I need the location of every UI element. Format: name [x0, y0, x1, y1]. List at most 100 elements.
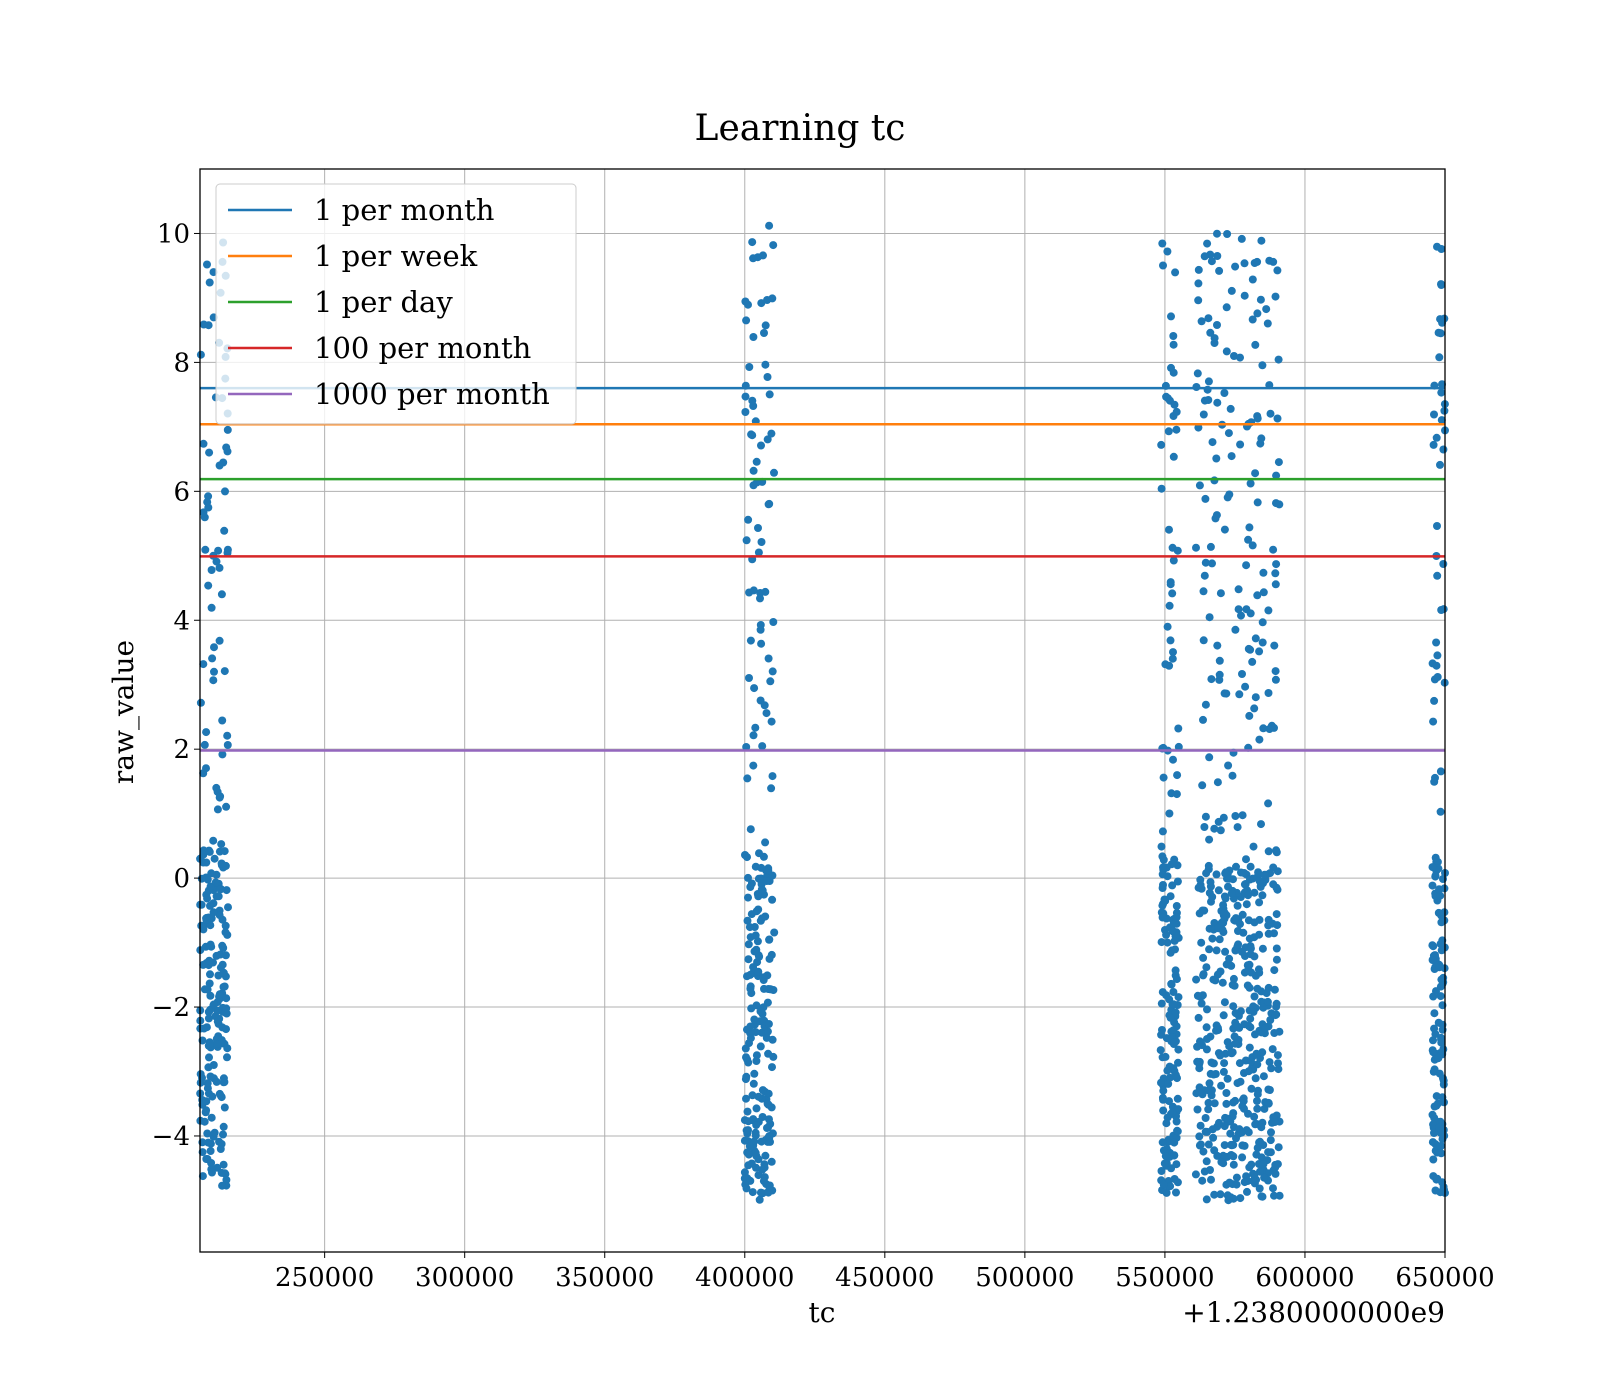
scatter-point [200, 1117, 209, 1126]
scatter-point [204, 1138, 213, 1147]
scatter-point [1237, 234, 1246, 243]
scatter-point [1432, 638, 1441, 647]
scatter-point [1226, 1129, 1235, 1138]
scatter-point [1224, 429, 1233, 438]
scatter-point [196, 350, 205, 359]
scatter-point [1226, 1048, 1235, 1057]
scatter-point [1228, 771, 1237, 780]
scatter-point [758, 1113, 767, 1121]
scatter-point [752, 457, 761, 466]
scatter-point [219, 1160, 228, 1169]
scatter-point [209, 908, 218, 917]
scatter-point [1256, 1137, 1264, 1146]
scatter-point [206, 1039, 215, 1048]
scatter-point [1157, 484, 1166, 493]
scatter-point [1173, 1094, 1182, 1103]
scatter-point [197, 921, 206, 930]
scatter-point [1221, 947, 1230, 956]
scatter-point [1271, 569, 1280, 578]
scatter-point [1238, 670, 1246, 678]
y-tick-label: 0 [173, 864, 190, 894]
legend-label: 1 per month [314, 193, 494, 227]
y-tick-label: 8 [173, 348, 190, 378]
scatter-point [1232, 1173, 1241, 1182]
scatter-point [1194, 296, 1203, 305]
scatter-point [1208, 559, 1216, 568]
scatter-point [217, 840, 226, 849]
scatter-point [1249, 842, 1258, 851]
scatter-point [214, 892, 223, 901]
scatter-point [1433, 522, 1441, 530]
scatter-point [1439, 1045, 1448, 1054]
scatter-point [1158, 913, 1167, 922]
scatter-point [1204, 314, 1213, 323]
scatter-point [207, 869, 216, 878]
scatter-point [746, 1034, 755, 1043]
scatter-point [760, 701, 769, 710]
scatter-point [1269, 257, 1278, 266]
scatter-point [1219, 1067, 1228, 1076]
scatter-point [749, 963, 758, 972]
scatter-point [1212, 511, 1221, 520]
scatter-point [1253, 1144, 1262, 1152]
scatter-point [1197, 938, 1206, 947]
scatter-point [1436, 940, 1445, 948]
scatter-point [1169, 556, 1178, 565]
scatter-point [1252, 1150, 1261, 1159]
scatter-point [1263, 319, 1272, 328]
scatter-point [1251, 693, 1260, 702]
scatter-point [1227, 452, 1236, 461]
scatter-point [1194, 279, 1203, 288]
scatter-point [1428, 1110, 1437, 1119]
scatter-point [212, 1077, 221, 1086]
scatter-point [1204, 377, 1213, 386]
scatter-point [1272, 955, 1281, 964]
scatter-point [1259, 1003, 1268, 1012]
scatter-point [1431, 871, 1440, 880]
scatter-point [1171, 1071, 1180, 1080]
scatter-point [1166, 1182, 1175, 1191]
scatter-point [740, 1136, 749, 1145]
scatter-point [759, 852, 768, 861]
scatter-point [1227, 961, 1236, 970]
scatter-point [1272, 846, 1281, 855]
scatter-point [1223, 1038, 1232, 1047]
scatter-point [1429, 1120, 1438, 1129]
scatter-point [1195, 1141, 1204, 1150]
scatter-point [1433, 1174, 1442, 1183]
scatter-point [744, 940, 753, 949]
scatter-point [1170, 1038, 1179, 1046]
scatter-point [1225, 874, 1234, 883]
scatter-point [217, 590, 226, 599]
scatter-point [744, 893, 752, 902]
scatter-point [220, 982, 229, 991]
chart-title: Learning tc [695, 108, 906, 149]
scatter-point [1428, 863, 1437, 872]
scatter-point [205, 956, 214, 965]
scatter-point [1271, 292, 1280, 301]
scatter-point [1266, 1016, 1275, 1024]
scatter-point [1200, 252, 1209, 261]
scatter-point [1199, 715, 1207, 724]
scatter-point [1269, 545, 1278, 554]
scatter-point [1208, 438, 1217, 447]
scatter-point [1202, 1045, 1211, 1054]
scatter-point [1229, 1002, 1238, 1011]
scatter-point [1275, 500, 1284, 509]
scatter-point [1434, 908, 1443, 917]
scatter-point [1158, 827, 1167, 836]
scatter-point [1212, 1021, 1221, 1030]
scatter-point [1240, 1020, 1249, 1029]
scatter-point [1201, 1114, 1210, 1122]
scatter-point [1234, 927, 1242, 935]
scatter-point [764, 654, 773, 663]
x-tick-label: 450000 [835, 1263, 934, 1293]
scatter-point [1439, 560, 1448, 568]
scatter-point [1170, 1138, 1179, 1147]
scatter-point [760, 329, 768, 337]
scatter-point [215, 563, 224, 572]
scatter-point [769, 618, 778, 626]
scatter-point [1261, 1024, 1270, 1033]
scatter-point [1250, 888, 1259, 897]
scatter-point [1429, 1155, 1438, 1164]
